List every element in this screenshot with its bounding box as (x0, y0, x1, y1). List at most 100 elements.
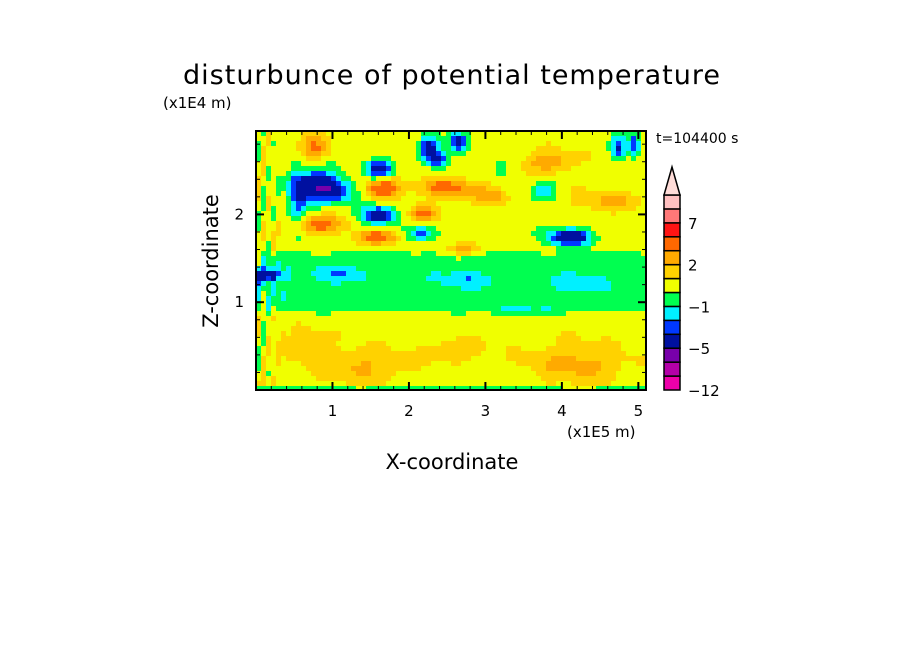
field-cell (521, 361, 527, 367)
field-cell (291, 256, 297, 262)
field-cell (476, 261, 482, 267)
field-cell (286, 341, 292, 347)
field-cell (591, 206, 597, 212)
field-cell (536, 331, 542, 337)
field-cell (406, 141, 412, 147)
field-cell (281, 351, 287, 357)
field-cell (546, 301, 552, 307)
field-cell (596, 236, 602, 242)
field-cell (516, 261, 522, 267)
field-cell (611, 326, 617, 332)
field-cell (496, 291, 502, 297)
field-cell (431, 216, 437, 222)
field-cell (416, 131, 422, 137)
field-cell (311, 351, 317, 357)
field-cell (301, 271, 307, 277)
field-cell (611, 186, 617, 192)
field-cell (486, 266, 492, 272)
field-cell (586, 371, 592, 377)
field-cell (631, 176, 637, 182)
field-cell (501, 231, 507, 237)
field-cell (331, 236, 337, 242)
field-cell (491, 186, 497, 192)
field-cell (541, 341, 547, 347)
field-cell (536, 151, 542, 157)
field-cell (426, 291, 432, 297)
field-cell (291, 301, 297, 307)
field-cell (621, 136, 627, 142)
field-cell (606, 236, 612, 242)
field-cell (531, 306, 537, 312)
field-cell (571, 181, 577, 187)
field-cell (306, 216, 312, 222)
field-cell (291, 196, 297, 202)
field-cell (506, 336, 512, 342)
field-cell (356, 346, 362, 352)
field-cell (586, 161, 592, 167)
field-cell (561, 356, 567, 362)
field-cell (266, 181, 272, 187)
field-cell (356, 216, 362, 222)
field-cell (466, 261, 472, 267)
field-cell (371, 326, 377, 332)
field-cell (346, 156, 352, 162)
field-cell (541, 181, 547, 187)
field-cell (406, 266, 412, 272)
field-cell (586, 196, 592, 202)
field-cell (436, 281, 442, 287)
field-cell (266, 171, 272, 177)
field-cell (411, 296, 417, 302)
field-cell (291, 176, 297, 182)
field-cell (456, 231, 462, 237)
field-cell (296, 266, 302, 272)
field-cell (536, 226, 542, 232)
field-cell (561, 206, 567, 212)
field-cell (546, 216, 552, 222)
field-cell (331, 341, 337, 347)
field-cell (396, 241, 402, 247)
field-cell (581, 366, 587, 372)
field-cell (286, 186, 292, 192)
field-cell (346, 271, 352, 277)
field-cell (406, 356, 412, 362)
field-cell (516, 136, 522, 142)
field-cell (376, 331, 382, 337)
field-cell (396, 281, 402, 287)
field-cell (346, 216, 352, 222)
field-cell (426, 186, 432, 192)
field-cell (531, 316, 537, 322)
field-cell (261, 181, 267, 187)
field-cell (336, 136, 342, 142)
field-cell (331, 151, 337, 157)
field-cell (556, 256, 562, 262)
field-cell (351, 156, 357, 162)
field-cell (496, 376, 502, 382)
colorbar-box (663, 277, 681, 294)
field-cell (326, 226, 332, 232)
field-cell (501, 386, 507, 391)
field-cell (311, 161, 317, 167)
field-cell (281, 186, 287, 192)
field-cell (471, 386, 477, 391)
field-cell (596, 301, 602, 307)
field-cell (481, 276, 487, 282)
field-cell (491, 361, 497, 367)
field-cell (511, 276, 517, 282)
field-cell (336, 351, 342, 357)
field-cell (351, 206, 357, 212)
field-cell (421, 336, 427, 342)
field-cell (276, 356, 282, 362)
field-cell (276, 236, 282, 242)
field-cell (471, 216, 477, 222)
field-cell (336, 311, 342, 317)
field-cell (261, 221, 267, 227)
field-cell (566, 261, 572, 267)
field-cell (456, 211, 462, 217)
field-cell (536, 191, 542, 197)
field-cell (346, 131, 352, 137)
field-cell (271, 371, 277, 377)
field-cell (571, 156, 577, 162)
field-cell (441, 371, 447, 377)
field-cell (346, 261, 352, 267)
field-cell (501, 226, 507, 232)
